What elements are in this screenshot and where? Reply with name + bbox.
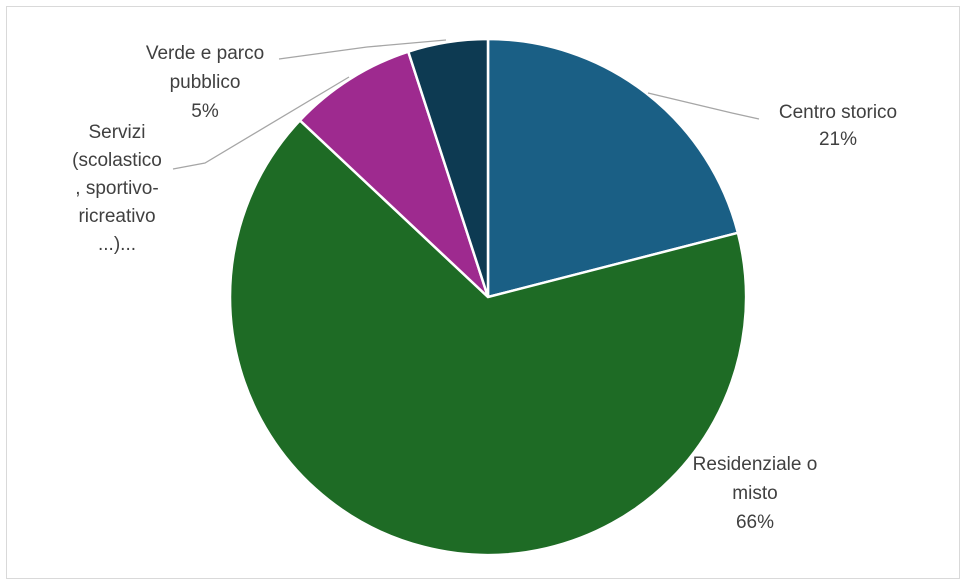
pie-slice-4 [406, 37, 490, 298]
chart-frame: Centro storico 21% Residenziale o misto 66% S… [6, 6, 960, 579]
pie-chart: Centro storico 21% Residenziale o misto 66% S… [72, 37, 897, 557]
data-label-3: Servizi (scolastico, sportivo-ricreativo.… [72, 122, 162, 255]
leader-line-4 [278, 39, 447, 60]
leader-line-3 [172, 76, 350, 170]
data-label-1: Centro storico 21% [779, 102, 897, 150]
data-label-4: Verde e parco pubblico 5% [146, 43, 264, 122]
pie-slice-2 [228, 118, 748, 557]
leader-line-1 [647, 92, 760, 120]
data-label-2: Residenziale o misto 66% [693, 454, 818, 533]
pie-slice-3 [298, 50, 490, 298]
pie-slice-1 [486, 37, 740, 299]
